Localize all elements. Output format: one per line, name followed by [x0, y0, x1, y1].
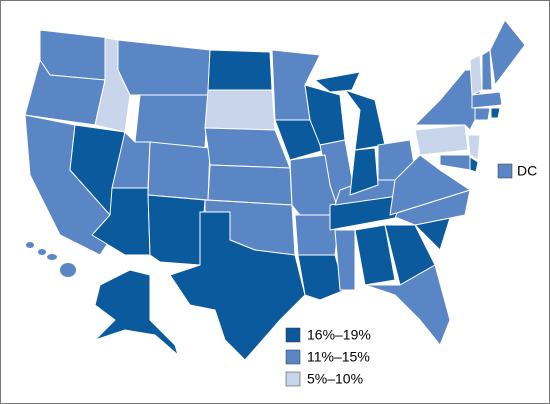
state	[297, 254, 346, 301]
legend-swatch	[285, 349, 301, 365]
state	[354, 224, 396, 286]
state	[364, 264, 451, 346]
state	[204, 89, 276, 131]
state	[134, 94, 209, 149]
legend-label: 5%–10%	[307, 371, 363, 387]
dc-label: DC	[517, 163, 537, 179]
state	[207, 164, 293, 206]
state	[490, 107, 501, 119]
state	[489, 19, 526, 86]
state	[349, 147, 379, 196]
state	[474, 107, 491, 121]
state	[147, 141, 211, 201]
state	[207, 49, 273, 91]
state	[314, 71, 361, 93]
state	[414, 124, 469, 156]
state	[169, 211, 306, 361]
state	[469, 156, 479, 173]
dc-swatch	[497, 163, 513, 179]
state	[147, 194, 206, 266]
state	[334, 229, 356, 291]
legend-label: 11%–15%	[307, 349, 370, 365]
state	[481, 49, 493, 91]
state	[117, 39, 211, 96]
legend-swatch	[285, 327, 301, 343]
state	[94, 269, 179, 356]
state	[469, 54, 483, 96]
legend: 16%–19% 11%–15% 5%–10%	[285, 327, 371, 387]
state	[467, 134, 481, 161]
legend-swatch	[285, 371, 301, 387]
state	[344, 89, 386, 151]
hawaii	[26, 242, 76, 277]
legend-label: 16%–19%	[307, 327, 371, 343]
us-map	[24, 19, 526, 361]
state	[389, 154, 471, 216]
state	[471, 91, 503, 109]
state	[39, 29, 111, 81]
